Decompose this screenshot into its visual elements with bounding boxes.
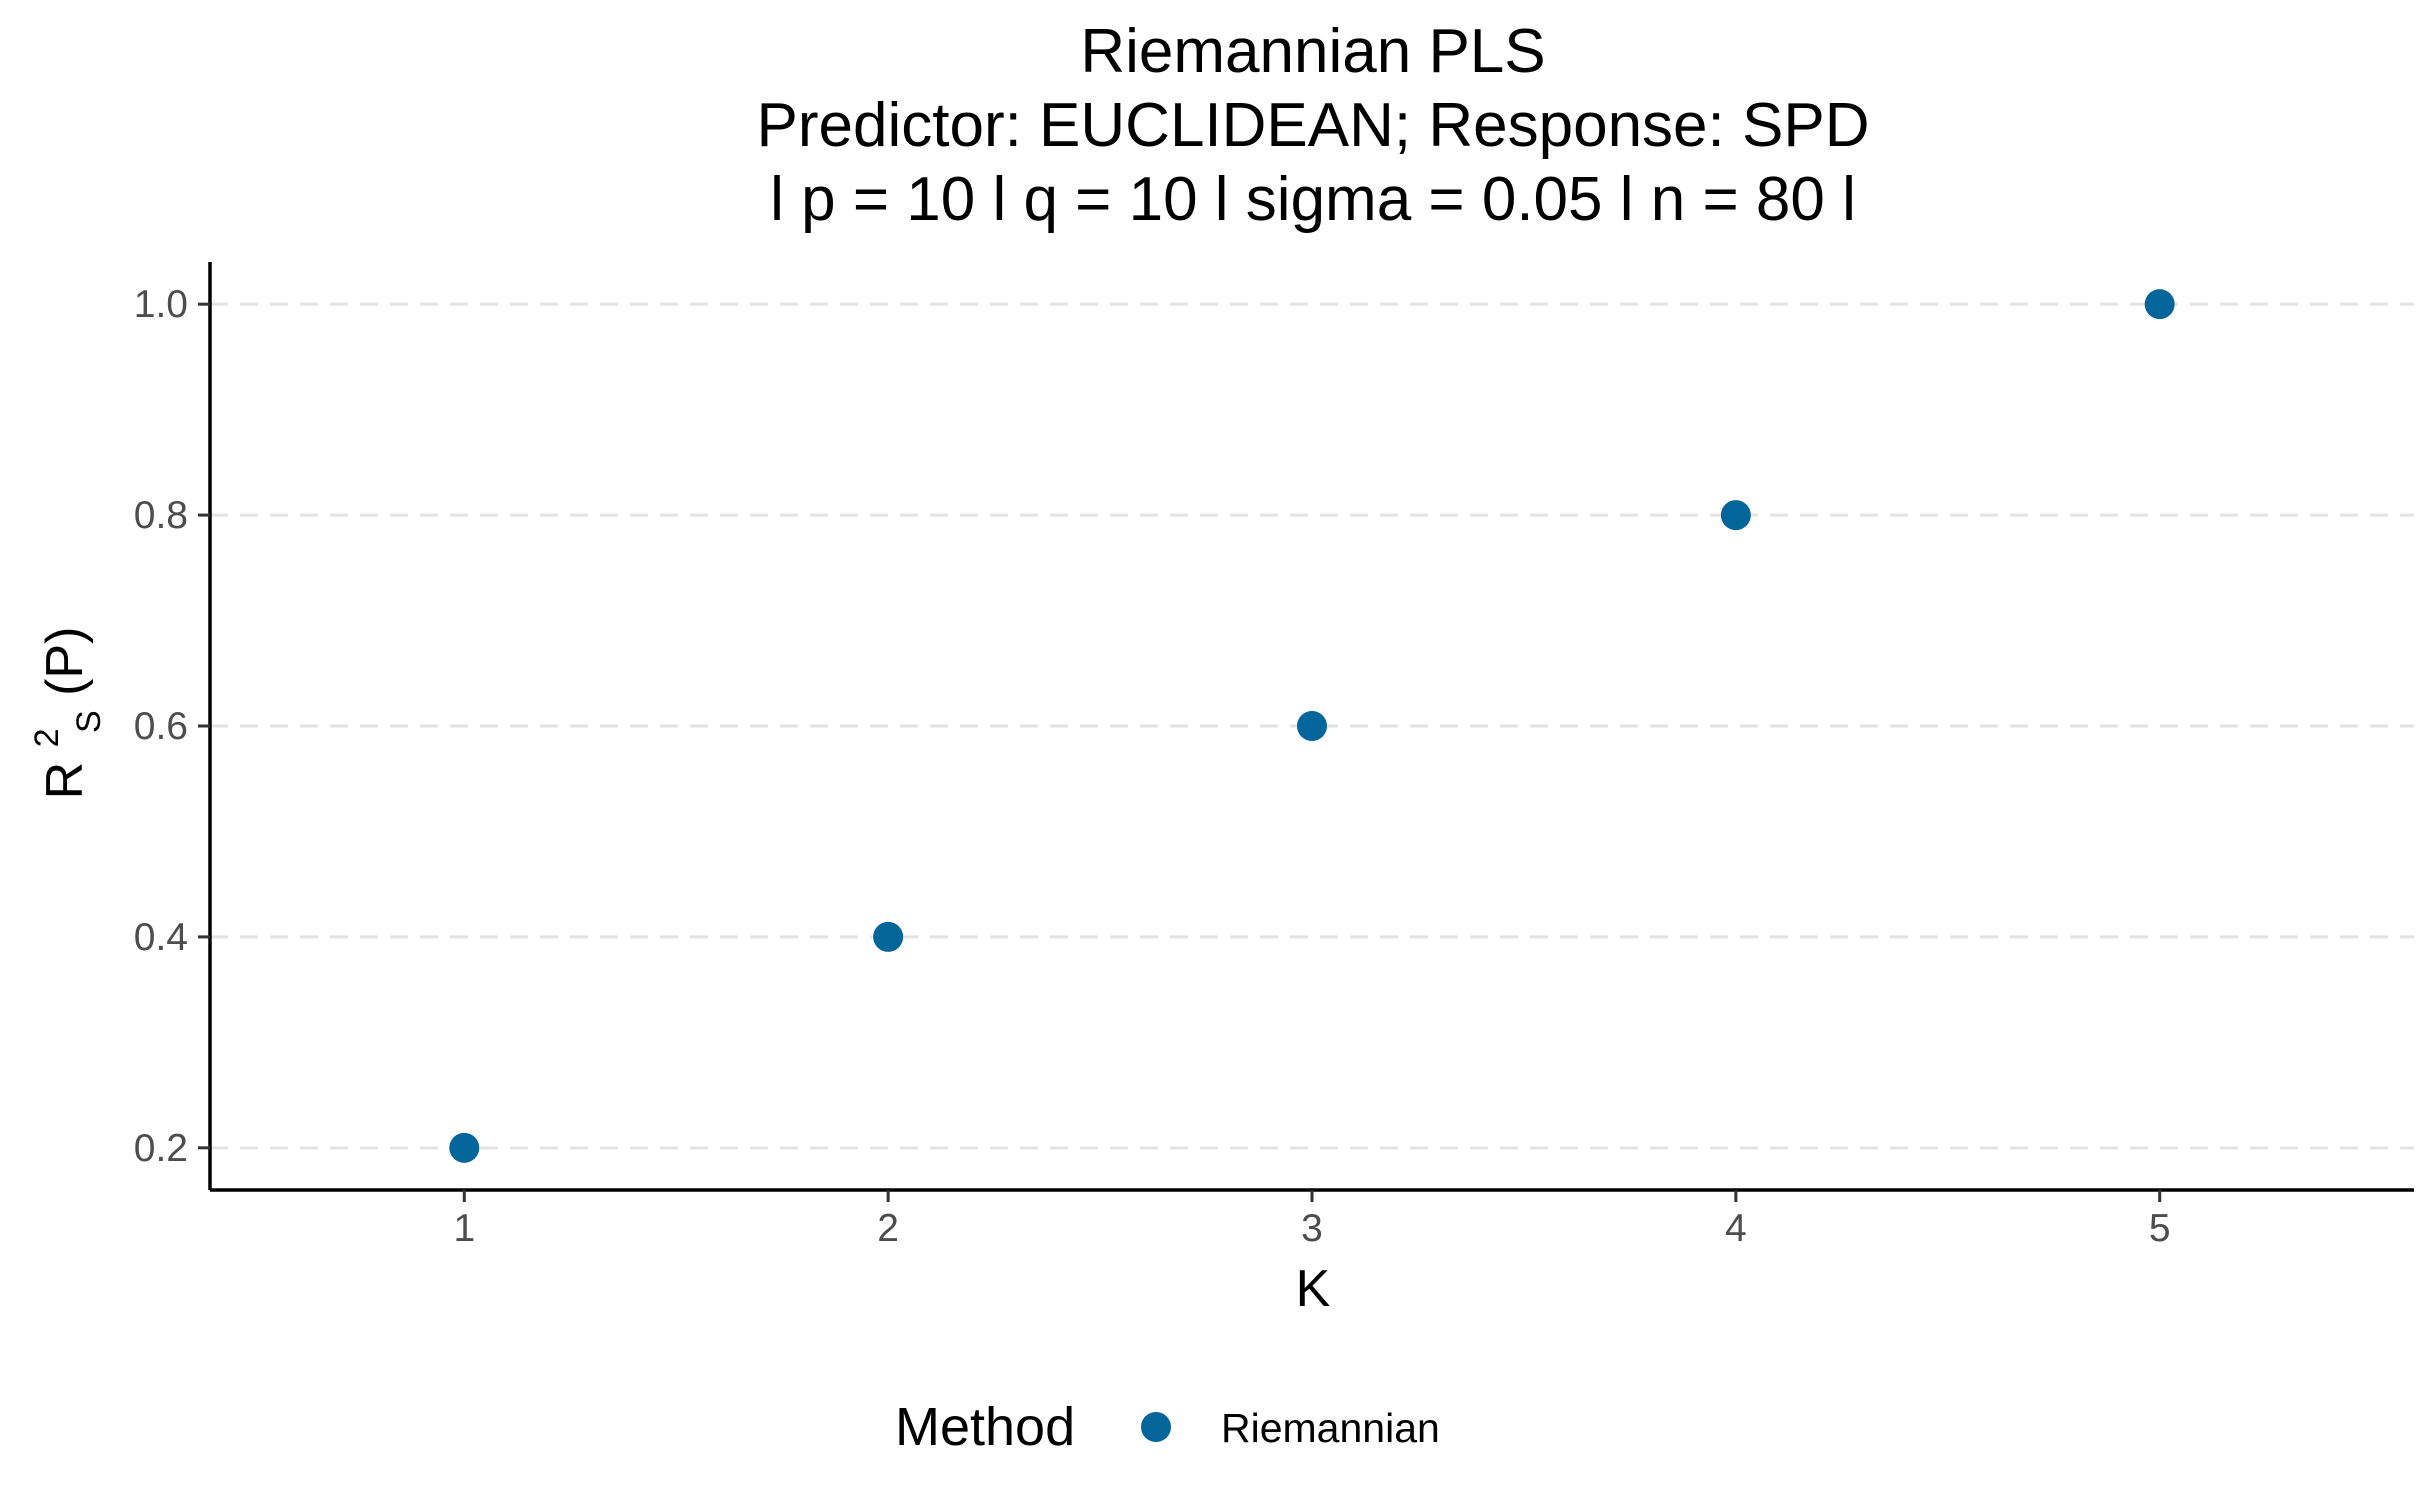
y-axis-title: R 2 S (P)	[12, 627, 112, 800]
data-point-0-4	[2144, 289, 2175, 320]
legend-items: Riemannian	[1141, 1405, 1440, 1451]
x-tick-label-0: 1	[453, 1207, 475, 1250]
y-axis-title-suffix: (P)	[36, 627, 94, 696]
y-axis-title-base: R	[36, 762, 94, 800]
x-tick-label-1: 2	[877, 1207, 899, 1250]
grid-lines	[210, 302, 2414, 1150]
chart-title-line-3: l p = 10 l q = 10 l sigma = 0.05 l n = 8…	[770, 165, 1856, 234]
y-tick-label-0: 0.2	[134, 1127, 188, 1170]
data-points	[449, 289, 2175, 1163]
x-axis-title: K	[1296, 1260, 1331, 1318]
legend-key-0	[1141, 1412, 1171, 1442]
data-point-0-0	[449, 1132, 480, 1163]
chart-title: Riemannian PLS Predictor: EUCLIDEAN; Res…	[757, 17, 1870, 234]
chart-title-line-2: Predictor: EUCLIDEAN; Response: SPD	[757, 91, 1870, 160]
data-point-0-2	[1297, 711, 1327, 741]
data-point-0-3	[1720, 500, 1751, 531]
legend-title: Method	[895, 1397, 1075, 1457]
x-tick-label-2: 3	[1301, 1207, 1323, 1250]
y-tick-label-4: 1.0	[134, 283, 188, 326]
tick-labels: 0.2 0.4 0.6 0.8 1.0 1 2 3 4 5	[134, 283, 2171, 1250]
legend: Method Riemannian	[895, 1397, 1440, 1457]
chart-title-line-1: Riemannian PLS	[1080, 17, 1545, 86]
data-point-0-1	[873, 921, 904, 952]
x-tick-label-3: 4	[1725, 1207, 1747, 1250]
y-tick-label-3: 0.8	[134, 494, 188, 537]
x-tick-label-4: 5	[2149, 1207, 2171, 1250]
y-axis-title-subscript: S	[70, 710, 108, 733]
y-tick-label-2: 0.6	[134, 705, 188, 748]
legend-label-0: Riemannian	[1221, 1405, 1440, 1451]
y-axis-title-superscript: 2	[28, 728, 66, 747]
y-tick-label-1: 0.4	[134, 916, 188, 959]
